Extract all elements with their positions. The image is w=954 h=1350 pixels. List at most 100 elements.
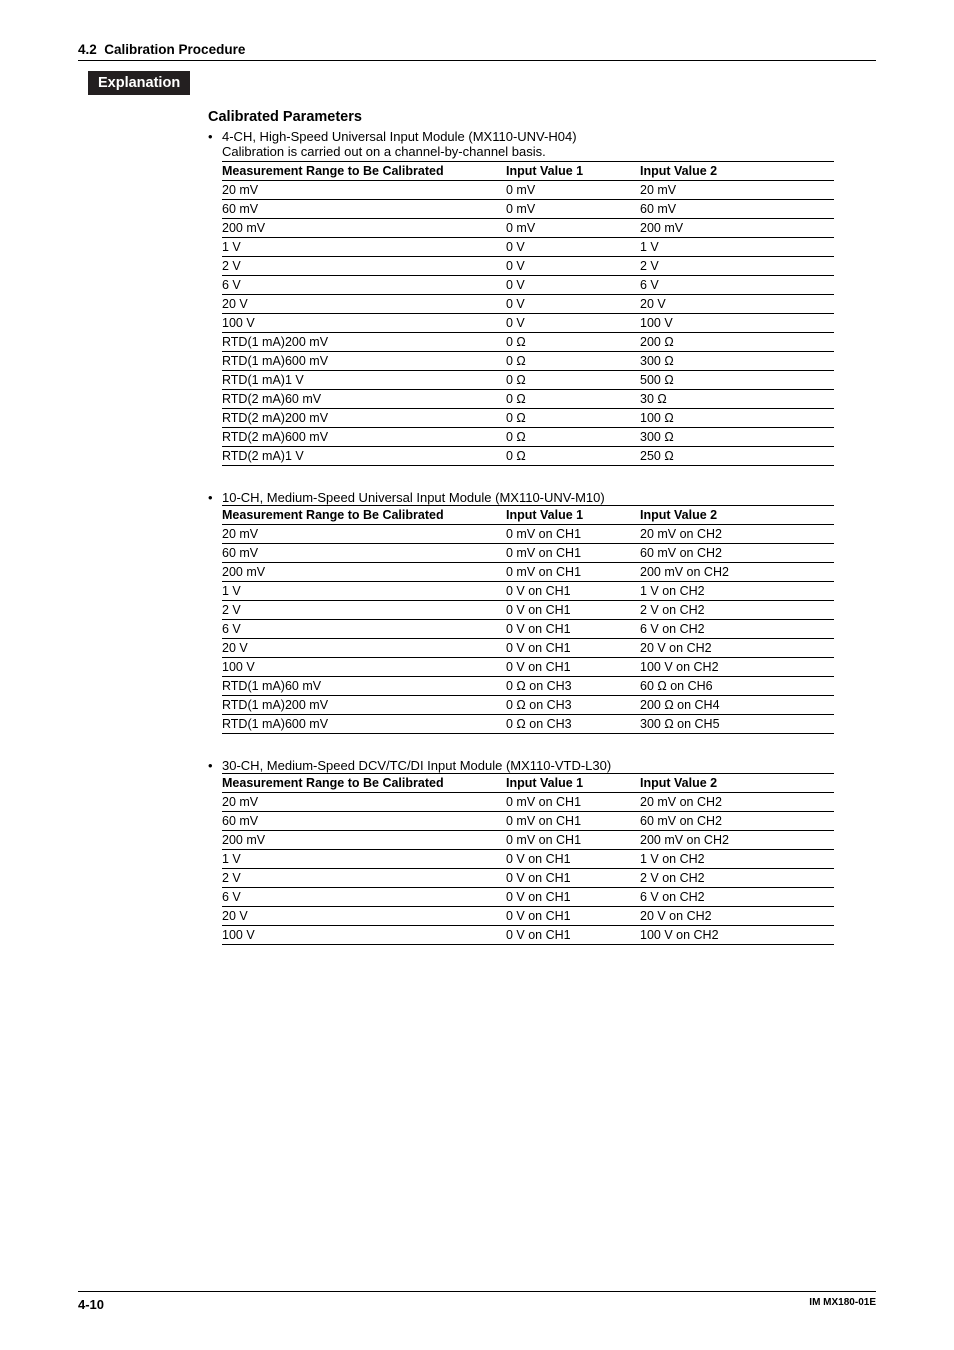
- cell-iv2: 2 V on CH2: [640, 869, 834, 888]
- col-header-range: Measurement Range to Be Calibrated: [222, 162, 506, 181]
- cell-iv2: 1 V on CH2: [640, 850, 834, 869]
- cell-range: 60 mV: [222, 812, 506, 831]
- cell-iv2: 20 mV: [640, 181, 834, 200]
- cell-iv2: 200 mV on CH2: [640, 563, 834, 582]
- content-body: Calibrated Parameters •4-CH, High-Speed …: [78, 109, 876, 945]
- module-bullet: •4-CH, High-Speed Universal Input Module…: [208, 129, 876, 144]
- col-header-iv1: Input Value 1: [506, 506, 640, 525]
- table-row: 1 V0 V1 V: [222, 238, 834, 257]
- cell-range: 20 V: [222, 907, 506, 926]
- cell-iv2: 1 V: [640, 238, 834, 257]
- cell-range: 20 V: [222, 295, 506, 314]
- table-row: 100 V0 V on CH1100 V on CH2: [222, 658, 834, 677]
- cell-iv1: 0 mV on CH1: [506, 831, 640, 850]
- section-title-text: Calibration Procedure: [104, 42, 245, 57]
- cell-range: 200 mV: [222, 831, 506, 850]
- cell-iv1: 0 V on CH1: [506, 926, 640, 945]
- cell-iv1: 0 mV on CH1: [506, 544, 640, 563]
- cell-iv2: 200 Ω: [640, 333, 834, 352]
- cell-iv1: 0 Ω on CH3: [506, 696, 640, 715]
- explanation-label: Explanation: [88, 71, 190, 95]
- cell-iv1: 0 Ω: [506, 428, 640, 447]
- cell-iv1: 0 V on CH1: [506, 658, 640, 677]
- table-row: RTD(2 mA)200 mV0 Ω100 Ω: [222, 409, 834, 428]
- cell-range: 200 mV: [222, 563, 506, 582]
- cell-iv2: 60 Ω on CH6: [640, 677, 834, 696]
- cell-iv1: 0 V: [506, 314, 640, 333]
- cell-range: 20 mV: [222, 793, 506, 812]
- cell-range: 1 V: [222, 850, 506, 869]
- cell-iv1: 0 Ω: [506, 371, 640, 390]
- cell-range: 200 mV: [222, 219, 506, 238]
- cell-iv1: 0 mV: [506, 181, 640, 200]
- footer-doc-id: IM MX180-01E: [809, 1297, 876, 1308]
- table-row: RTD(1 mA)600 mV0 Ω300 Ω: [222, 352, 834, 371]
- module-bullet-text: 4-CH, High-Speed Universal Input Module …: [222, 129, 577, 144]
- cell-iv1: 0 Ω on CH3: [506, 715, 640, 734]
- cell-iv2: 20 V: [640, 295, 834, 314]
- cell-iv2: 2 V: [640, 257, 834, 276]
- table-row: 60 mV0 mV on CH160 mV on CH2: [222, 812, 834, 831]
- col-header-iv2: Input Value 2: [640, 506, 834, 525]
- cell-iv2: 300 Ω: [640, 352, 834, 371]
- calibrated-parameters-heading: Calibrated Parameters: [208, 109, 876, 125]
- cell-iv2: 60 mV on CH2: [640, 812, 834, 831]
- cell-iv2: 100 Ω: [640, 409, 834, 428]
- cell-iv2: 1 V on CH2: [640, 582, 834, 601]
- table-row: 2 V0 V2 V: [222, 257, 834, 276]
- cell-iv1: 0 Ω: [506, 333, 640, 352]
- cell-iv1: 0 V on CH1: [506, 582, 640, 601]
- cell-range: RTD(1 mA)1 V: [222, 371, 506, 390]
- cell-range: 20 mV: [222, 525, 506, 544]
- cell-iv2: 100 V: [640, 314, 834, 333]
- cell-iv2: 250 Ω: [640, 447, 834, 466]
- cell-range: 20 mV: [222, 181, 506, 200]
- table-row: 6 V0 V on CH16 V on CH2: [222, 888, 834, 907]
- cell-range: 100 V: [222, 926, 506, 945]
- col-header-iv1: Input Value 1: [506, 774, 640, 793]
- table-row: 200 mV0 mV200 mV: [222, 219, 834, 238]
- bullet-dot: •: [208, 490, 222, 505]
- table-row: 6 V0 V on CH16 V on CH2: [222, 620, 834, 639]
- bullet-dot: •: [208, 129, 222, 144]
- cell-iv1: 0 V on CH1: [506, 869, 640, 888]
- cell-range: RTD(1 mA)600 mV: [222, 715, 506, 734]
- table-row: RTD(1 mA)200 mV0 Ω on CH3200 Ω on CH4: [222, 696, 834, 715]
- cell-range: 1 V: [222, 238, 506, 257]
- module-bullet: •10-CH, Medium-Speed Universal Input Mod…: [208, 490, 876, 505]
- cell-iv1: 0 mV: [506, 219, 640, 238]
- cell-iv2: 30 Ω: [640, 390, 834, 409]
- table-row: RTD(1 mA)200 mV0 Ω200 Ω: [222, 333, 834, 352]
- cell-iv2: 20 V on CH2: [640, 907, 834, 926]
- table-row: 100 V0 V100 V: [222, 314, 834, 333]
- table-row: 200 mV0 mV on CH1200 mV on CH2: [222, 563, 834, 582]
- document-page: 4.2 Calibration Procedure Explanation Ca…: [0, 0, 954, 1350]
- table-row: RTD(2 mA)60 mV0 Ω30 Ω: [222, 390, 834, 409]
- cell-iv1: 0 V on CH1: [506, 620, 640, 639]
- table-header-row: Measurement Range to Be CalibratedInput …: [222, 162, 834, 181]
- module-bullet-text: 10-CH, Medium-Speed Universal Input Modu…: [222, 490, 605, 505]
- calibration-table: Measurement Range to Be CalibratedInput …: [222, 773, 834, 945]
- cell-iv2: 300 Ω: [640, 428, 834, 447]
- col-header-range: Measurement Range to Be Calibrated: [222, 774, 506, 793]
- cell-range: RTD(2 mA)200 mV: [222, 409, 506, 428]
- cell-iv2: 100 V on CH2: [640, 658, 834, 677]
- table-header-row: Measurement Range to Be CalibratedInput …: [222, 774, 834, 793]
- table-row: 20 mV0 mV20 mV: [222, 181, 834, 200]
- table-row: 60 mV0 mV60 mV: [222, 200, 834, 219]
- cell-iv2: 200 mV: [640, 219, 834, 238]
- calibration-table: Measurement Range to Be CalibratedInput …: [222, 505, 834, 734]
- cell-range: RTD(1 mA)200 mV: [222, 696, 506, 715]
- col-header-range: Measurement Range to Be Calibrated: [222, 506, 506, 525]
- cell-range: 100 V: [222, 658, 506, 677]
- cell-iv2: 20 mV on CH2: [640, 525, 834, 544]
- section-header: 4.2 Calibration Procedure: [78, 42, 876, 61]
- table-row: 2 V0 V on CH12 V on CH2: [222, 601, 834, 620]
- cell-iv1: 0 mV on CH1: [506, 525, 640, 544]
- cell-iv2: 6 V: [640, 276, 834, 295]
- table-row: RTD(2 mA)600 mV0 Ω300 Ω: [222, 428, 834, 447]
- table-row: RTD(1 mA)1 V0 Ω500 Ω: [222, 371, 834, 390]
- table-row: 2 V0 V on CH12 V on CH2: [222, 869, 834, 888]
- cell-iv1: 0 V: [506, 238, 640, 257]
- cell-iv2: 300 Ω on CH5: [640, 715, 834, 734]
